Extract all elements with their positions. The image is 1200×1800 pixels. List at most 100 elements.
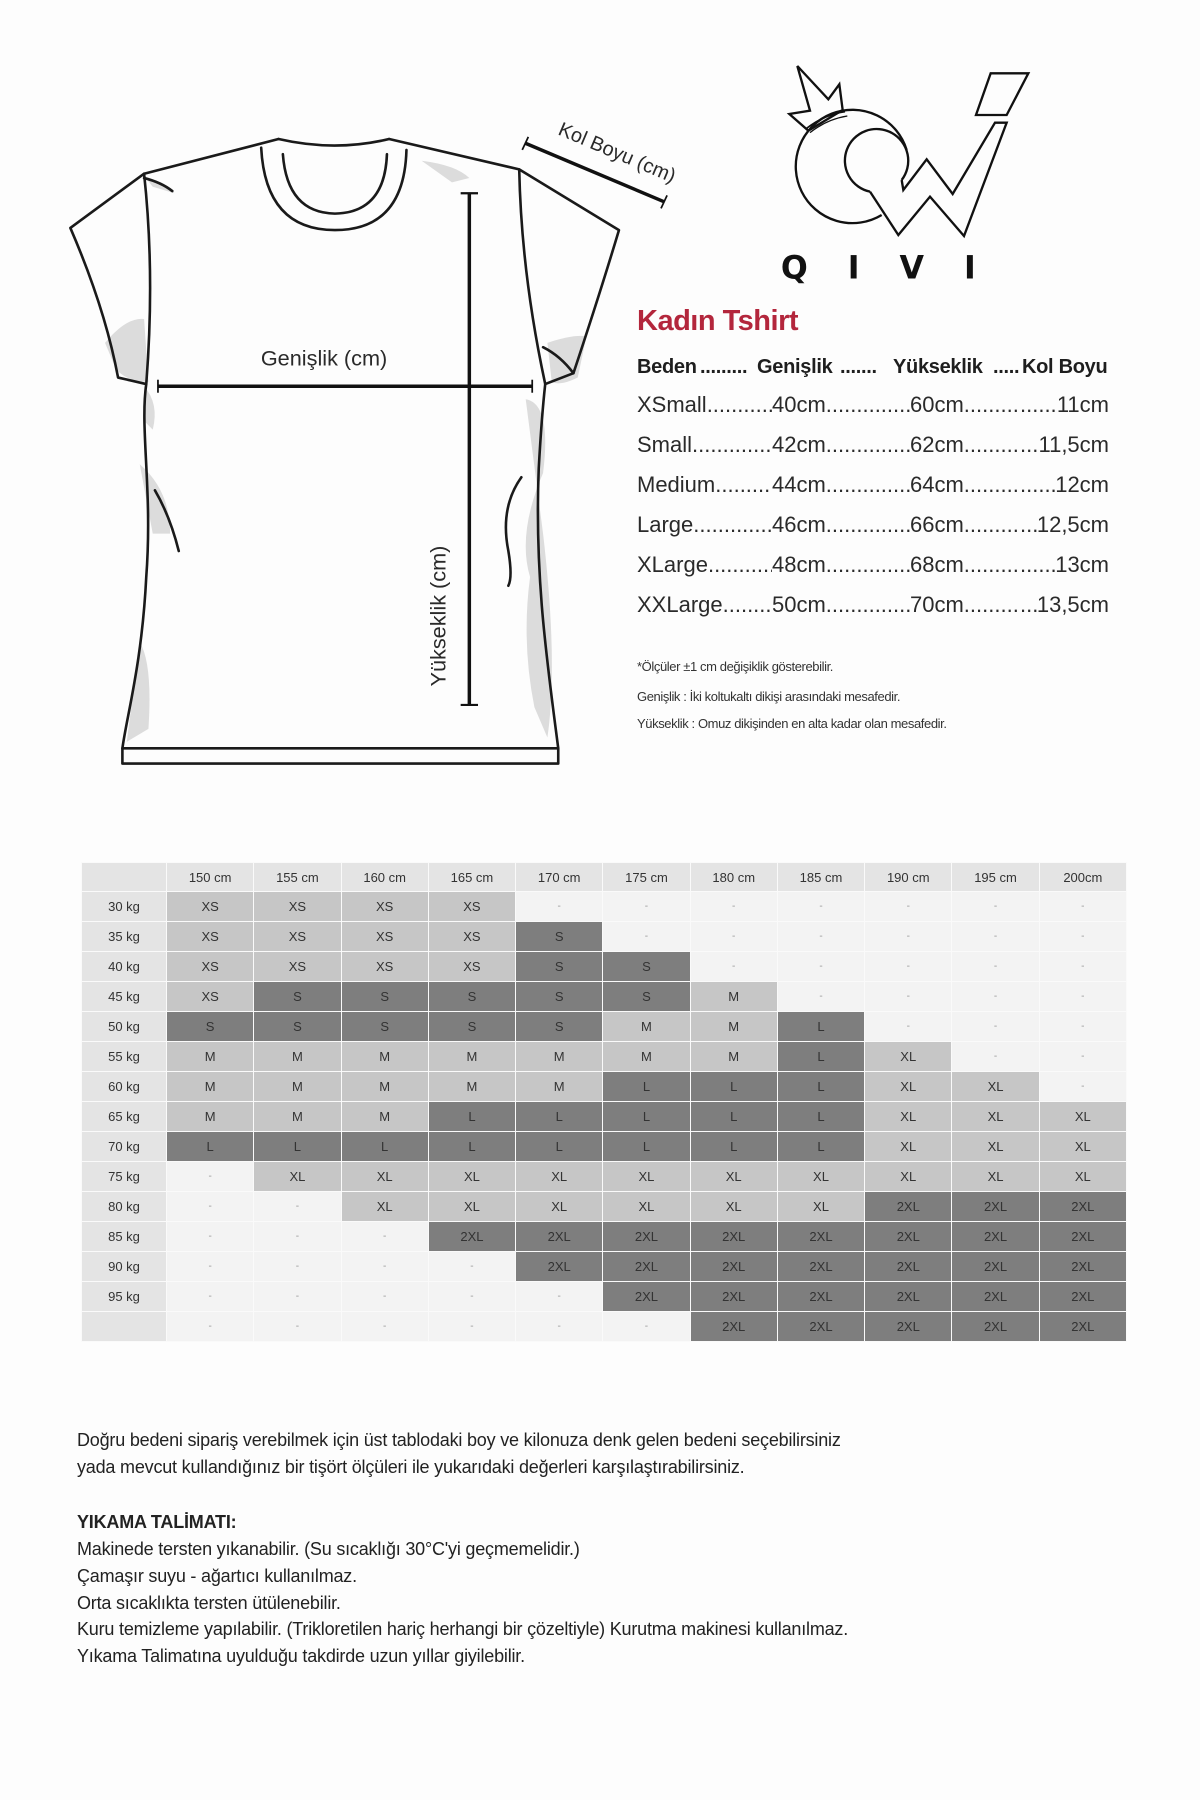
- size-cell: M: [340, 1041, 429, 1072]
- table-row: 70 kg L L L L L L L L XL XL XL: [81, 1131, 1128, 1162]
- dot-leader: [964, 552, 1020, 578]
- size-cell: -: [340, 1281, 429, 1312]
- size-row: XSmall 40cm 60cm 11cm: [637, 392, 1109, 422]
- dot-leader: [826, 592, 910, 618]
- size-cell: -: [602, 921, 691, 952]
- size-cell: XS: [340, 921, 429, 952]
- table-row: 55 kg M M M M M M M L XL - -: [81, 1041, 1128, 1072]
- size-cell: XL: [602, 1161, 691, 1192]
- size-cell: M: [253, 1041, 342, 1072]
- size-cell: XL: [864, 1041, 953, 1072]
- size-cell: -: [864, 1011, 953, 1042]
- header-dots: .....: [993, 356, 1020, 378]
- table-row: 50 kg S S S S S M M L - - -: [81, 1011, 1128, 1042]
- size-cell: XL: [1038, 1101, 1128, 1132]
- size-cell: L: [165, 1131, 255, 1162]
- dot-leader: [708, 552, 772, 578]
- dot-leader: [723, 592, 772, 618]
- size-row-width: 50cm: [772, 592, 826, 617]
- column-header-height: 190 cm: [864, 862, 953, 892]
- size-row: Small 42cm 62cm 11,5cm: [637, 432, 1109, 462]
- shirt-outline: [69, 137, 621, 765]
- size-row-height: 68cm: [910, 552, 964, 577]
- size-cell: 2XL: [602, 1221, 691, 1252]
- column-header-height: 155 cm: [253, 862, 342, 892]
- dot-leader: [826, 512, 910, 538]
- size-cell: XS: [427, 951, 517, 982]
- guidance-line-2: yada mevcut kullandığınız bir tişört ölç…: [77, 1457, 745, 1477]
- size-cell: -: [515, 891, 604, 922]
- size-cell: 2XL: [1038, 1281, 1128, 1312]
- size-cell: S: [340, 1011, 429, 1042]
- size-cell: -: [776, 921, 866, 952]
- size-row-width: 48cm: [772, 552, 826, 577]
- table-row: 65 kg M M M L L L L L XL XL XL: [81, 1101, 1128, 1132]
- size-cell: M: [340, 1101, 429, 1132]
- column-header-height: 165 cm: [427, 862, 517, 892]
- size-cell: -: [689, 951, 778, 982]
- size-cell: 2XL: [515, 1251, 604, 1282]
- row-header-weight: 80 kg: [81, 1191, 167, 1222]
- table-row: 90 kg - - - -2XL 2XL 2XL 2XL 2XL 2XL 2XL: [81, 1251, 1128, 1282]
- size-cell: -: [165, 1251, 255, 1282]
- size-cell: 2XL: [689, 1311, 778, 1342]
- size-cell: M: [602, 1011, 691, 1042]
- size-cell: XS: [427, 921, 517, 952]
- size-cell: M: [253, 1101, 342, 1132]
- size-cell: M: [340, 1071, 429, 1102]
- column-header-height: 200cm: [1038, 862, 1128, 892]
- size-cell: XL: [864, 1131, 953, 1162]
- size-cell: M: [602, 1041, 691, 1072]
- dot-leader: [1020, 552, 1055, 578]
- note-height-definition: Yükseklik : Omuz dikişinden en alta kada…: [637, 716, 947, 731]
- table-row: 60 kg M M M M M L L L XL XL -: [81, 1071, 1128, 1102]
- row-header-weight: 45 kg: [81, 981, 167, 1012]
- size-cell: S: [165, 1011, 255, 1042]
- size-cell: XL: [340, 1161, 429, 1192]
- size-cell: 2XL: [864, 1311, 953, 1342]
- size-cell: XL: [864, 1071, 953, 1102]
- size-cell: -: [165, 1221, 255, 1252]
- size-row-size: XXLarge: [637, 592, 723, 617]
- size-cell: 2XL: [1038, 1221, 1128, 1252]
- header-dots: .......: [840, 356, 877, 378]
- size-cell: S: [427, 981, 517, 1012]
- size-cell: XS: [253, 891, 342, 922]
- size-cell: -: [1038, 891, 1128, 922]
- dot-leader: [1020, 472, 1055, 498]
- width-label: Genişlik (cm): [261, 345, 387, 370]
- size-cell: -: [340, 1221, 429, 1252]
- table-corner: [81, 862, 167, 892]
- size-cell: XL: [427, 1161, 517, 1192]
- size-row: Medium 44cm 64cm 12cm: [637, 472, 1109, 502]
- size-cell: L: [689, 1131, 778, 1162]
- size-cell: 2XL: [776, 1281, 866, 1312]
- size-cell: -: [1038, 981, 1128, 1012]
- size-cell: XL: [1038, 1131, 1128, 1162]
- column-header-height: 185 cm: [776, 862, 866, 892]
- i-dot: [974, 72, 1031, 117]
- size-cell: S: [602, 981, 691, 1012]
- qivi-logo: QIVI: [781, 65, 1031, 286]
- size-cell: -: [864, 981, 953, 1012]
- size-row-width: 42cm: [772, 432, 826, 457]
- size-cell: -: [515, 1311, 604, 1342]
- column-header-height: 195 cm: [951, 862, 1040, 892]
- size-cell: M: [515, 1071, 604, 1102]
- size-cell: -: [951, 891, 1040, 922]
- header-dots: .........: [700, 356, 748, 378]
- crown-icon: [786, 65, 844, 133]
- size-cell: -: [864, 921, 953, 952]
- dot-leader: [1020, 592, 1037, 618]
- size-cell: M: [689, 1011, 778, 1042]
- size-cell: XL: [776, 1191, 866, 1222]
- size-cell: L: [253, 1131, 342, 1162]
- size-cell: XL: [951, 1071, 1040, 1102]
- guidance-line-1: Doğru bedeni sipariş verebilmek için üst…: [77, 1430, 841, 1450]
- size-cell: 2XL: [951, 1221, 1040, 1252]
- dot-leader: [715, 472, 772, 498]
- size-cell: 2XL: [689, 1251, 778, 1282]
- row-header-weight: 35 kg: [81, 921, 167, 952]
- size-cell: 2XL: [602, 1251, 691, 1282]
- size-row: XXLarge 50cm 70cm 13,5cm: [637, 592, 1109, 622]
